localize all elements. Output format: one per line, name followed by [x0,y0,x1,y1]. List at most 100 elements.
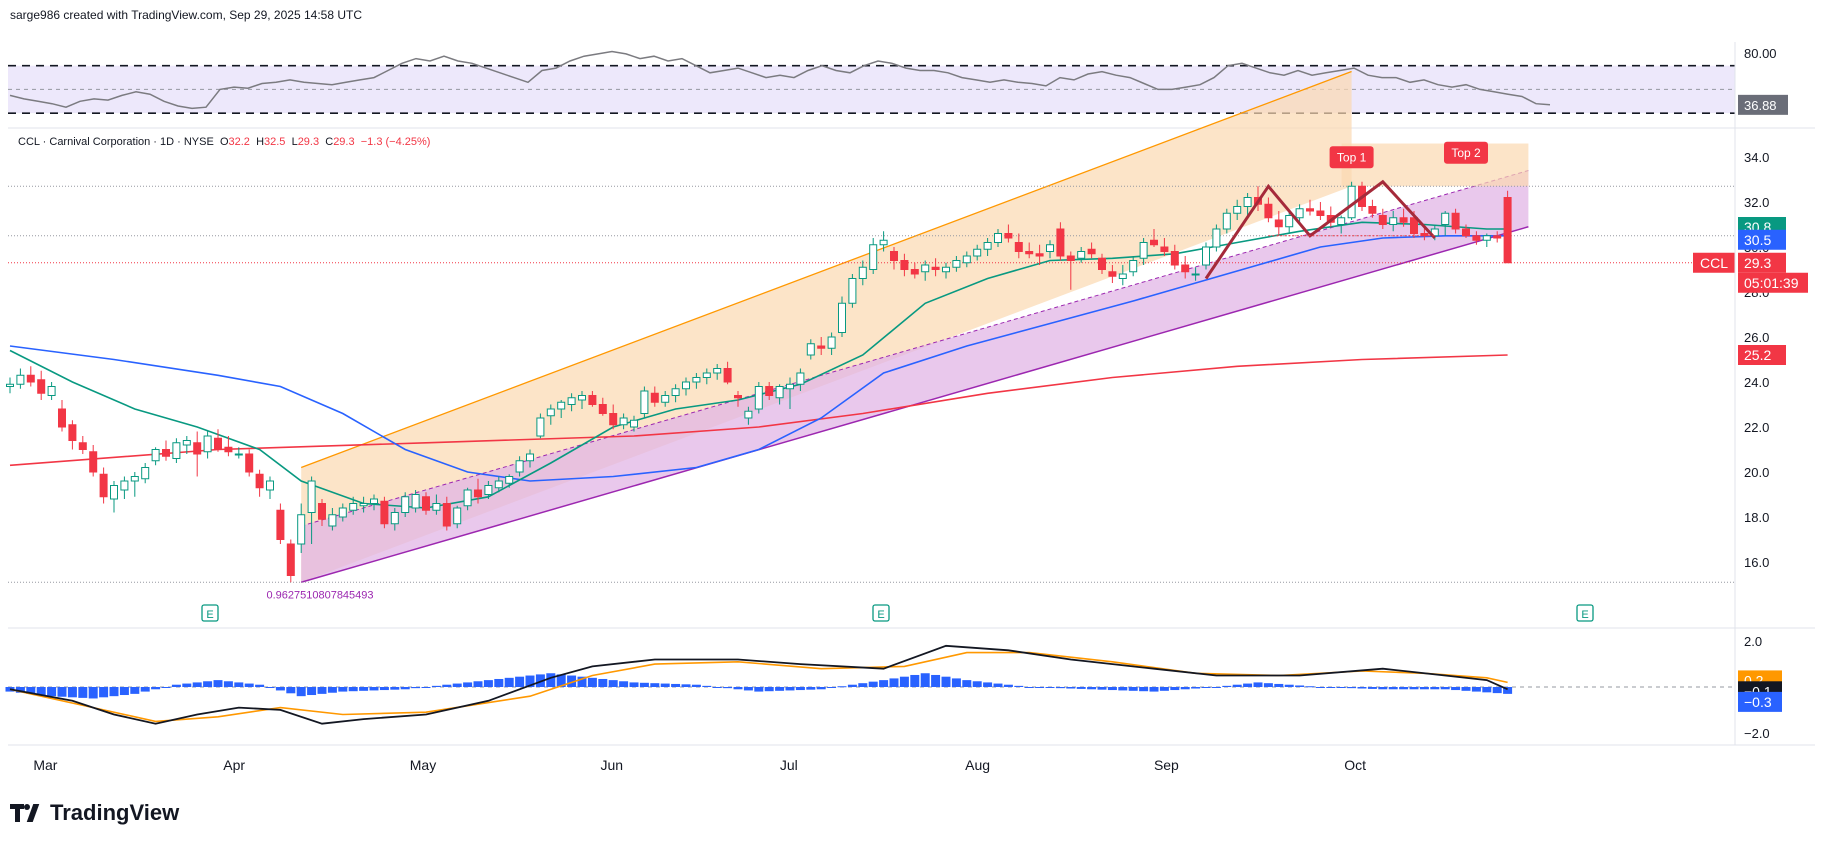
x-tick-label: Jun [601,757,624,773]
candle-body [68,424,77,441]
histogram-bar [161,687,171,688]
macd-panel [5,644,1735,725]
histogram-bar [348,687,358,692]
histogram-bar [203,681,213,687]
histogram-bar [1118,687,1128,691]
histogram-bar [598,678,608,687]
x-tick-label: Apr [223,757,245,773]
histogram-bar [1066,687,1076,689]
axes: 16.018.020.022.024.026.028.030.032.034.0… [8,42,1815,773]
legend-close-value: 29.3 [333,136,355,148]
histogram-bar [1274,683,1284,687]
candle-body [962,255,971,264]
histogram-bar [338,687,348,692]
histogram-bar [962,680,972,687]
histogram-bar [78,687,88,698]
histogram-bar [1222,685,1232,687]
candle-body [1202,246,1210,266]
legend-low-value: 29.3 [297,136,320,148]
histogram-bar [1326,687,1336,688]
histogram-bar [67,687,77,698]
price-badge-label: 29.3 [1744,255,1771,271]
candle-body [1493,235,1502,239]
top-label: Top 2 [1451,146,1481,160]
histogram-bar [806,687,816,690]
histogram-bar [119,687,129,696]
candle-body [931,266,940,270]
tradingview-logo[interactable]: TradingView [10,800,179,826]
histogram-bar [1284,684,1294,687]
histogram-bar [1336,687,1346,688]
histogram-bar [171,684,181,687]
candle-body [890,251,898,261]
candle-body [120,480,129,491]
tradingview-logo-icon [10,804,44,822]
histogram-bar [379,687,389,691]
histogram-bar [525,675,535,687]
candle-body [286,543,295,576]
histogram-bar [307,687,317,696]
histogram-bar [483,680,493,687]
histogram-bar [785,687,795,691]
y-tick-label: 26.0 [1744,330,1769,345]
histogram-bar [660,683,670,687]
earnings-label: E [877,609,884,621]
histogram-bar [192,682,202,687]
histogram-bar [847,684,857,687]
histogram-bar [1087,687,1097,690]
histogram-bar [1191,687,1201,689]
histogram-bar [213,680,223,687]
candle-body [182,440,191,446]
candle-body [1025,251,1034,255]
candle-body [37,379,46,394]
histogram-bar [182,683,192,687]
legend-low-label: L [291,136,298,148]
symbol-tag-badge [1693,252,1735,273]
candle-body [983,242,992,250]
earnings-marker [872,604,890,622]
candle-body [598,404,607,414]
candle-body [661,395,670,403]
rsi-value-label: 36.88 [1744,98,1777,113]
candle-body [723,368,732,383]
candle-body [411,494,420,509]
histogram-bar [608,680,618,687]
y-tick-label: 18.0 [1744,510,1769,525]
histogram-bar [1471,687,1481,692]
candle-body [307,480,316,513]
macd-tick-label: 2.0 [1744,634,1762,649]
histogram-bar [1014,685,1024,687]
histogram-bar [265,687,275,688]
histogram-bar [5,687,15,692]
candle-body [1378,215,1387,225]
histogram-bar [515,676,525,687]
candle-body [1108,271,1117,277]
histogram-bar [275,687,285,691]
legend-open-value: 32.2 [228,136,250,148]
histogram-bar [1024,687,1034,688]
histogram-bar [1388,687,1398,690]
histogram-bar [1263,683,1273,687]
candle-body [1441,212,1450,225]
rsi-band [8,65,1735,114]
sma50-line [9,235,1508,482]
candle-body [318,503,326,520]
candle-body [536,417,545,437]
candle-body [713,368,722,374]
histogram-bar [754,687,764,692]
histogram-bar [15,687,25,693]
earnings-marker [1576,604,1594,622]
candle-body [650,392,659,403]
candle-body [1264,203,1273,219]
candle-body [1451,212,1460,230]
candle-body [1399,217,1408,223]
histogram-bar [99,687,109,698]
histogram-bar [587,677,597,687]
candle-body [827,336,836,349]
histogram-bar [494,678,504,687]
candle-body [702,372,711,378]
symbol-tag: CCL [1700,255,1728,271]
candle-body [1482,235,1491,241]
tradingview-logo-text: TradingView [50,800,180,825]
